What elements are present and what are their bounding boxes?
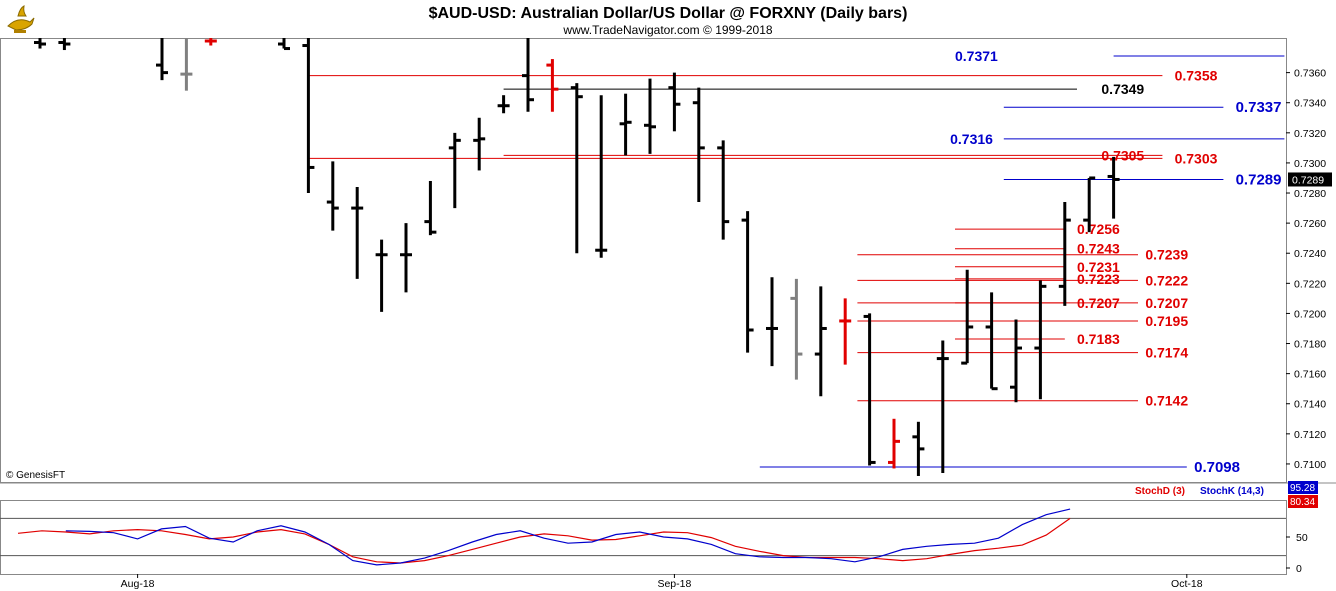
ohlc-bar xyxy=(375,239,388,312)
level-label: 0.7243 xyxy=(1077,241,1120,257)
price-tick-label: 0.7200 xyxy=(1294,308,1326,320)
ohlc-bar xyxy=(619,93,632,156)
ohlc-bar xyxy=(424,180,437,236)
ohlc-bar xyxy=(302,38,315,194)
price-tick-label: 0.7340 xyxy=(1294,98,1326,110)
level-label: 0.7098 xyxy=(1194,459,1240,476)
price-tick-label: 0.7320 xyxy=(1294,128,1326,140)
ohlc-bar xyxy=(790,278,803,380)
ohlc-bar xyxy=(1058,202,1071,306)
ohlc-bar xyxy=(1034,280,1047,400)
ohlc-bar xyxy=(888,418,900,469)
ohlc-bar xyxy=(936,340,949,473)
price-tick-label: 0.7360 xyxy=(1294,68,1326,80)
price-tick-label: 0.7180 xyxy=(1294,339,1326,351)
ohlc-bar xyxy=(400,223,412,293)
price-tick-label: 0.7300 xyxy=(1294,158,1326,170)
stoch-last-box xyxy=(1288,481,1318,494)
ohlc-bar xyxy=(912,421,925,476)
level-label: 0.7371 xyxy=(955,48,998,64)
ohlc-bar xyxy=(58,38,71,51)
ohlc-bar xyxy=(766,277,778,367)
level-label: 0.7349 xyxy=(1101,81,1144,97)
stoch-line-d xyxy=(17,517,1071,564)
ohlc-bar xyxy=(546,59,559,112)
level-label: 0.7305 xyxy=(1101,147,1144,163)
ohlc-bar xyxy=(34,38,46,49)
genie-lamp-icon xyxy=(7,5,35,33)
level-label: 0.7222 xyxy=(1145,272,1188,288)
ohlc-bar xyxy=(814,286,827,397)
stoch-legend-k: StochK (14,3) xyxy=(1200,486,1264,497)
stochastic-panel: 0 50 StochD (3) 80.34 StochK (14,3) 95.28 xyxy=(0,481,1318,575)
ohlc-bar xyxy=(204,38,217,46)
price-tick-label: 0.7280 xyxy=(1294,188,1326,200)
stoch-tick-label: 50 xyxy=(1296,532,1308,544)
ohlc-bar xyxy=(1107,156,1120,219)
ohlc-bar xyxy=(668,72,681,132)
ohlc-bar xyxy=(839,298,852,365)
stoch-last-value: 95.28 xyxy=(1290,483,1315,494)
stoch-legend-d: StochD (3) xyxy=(1135,486,1185,497)
level-label: 0.7316 xyxy=(950,131,993,147)
price-axis: 0.7100 0.7120 0.7140 0.7160 0.7180 0.7200 0.72… xyxy=(1286,68,1332,471)
level-label: 0.7195 xyxy=(1145,313,1188,329)
ohlc-bar xyxy=(717,140,730,240)
level-label: 0.7183 xyxy=(1077,331,1120,347)
level-label: 0.7337 xyxy=(1236,99,1282,116)
price-tick-label: 0.7160 xyxy=(1294,369,1326,381)
credit-label: © GenesisFT xyxy=(6,470,65,481)
price-tick-label: 0.7100 xyxy=(1294,459,1326,471)
ohlc-bars xyxy=(34,38,1120,476)
ohlc-bar xyxy=(473,117,486,171)
level-label: 0.7256 xyxy=(1077,221,1120,237)
ohlc-bar xyxy=(278,38,290,51)
ohlc-bar xyxy=(522,38,534,112)
ohlc-bar xyxy=(156,38,168,81)
ohlc-bar xyxy=(863,313,876,466)
level-label: 0.7289 xyxy=(1236,171,1282,188)
ohlc-bar xyxy=(448,132,461,209)
chart-subtitle: www.TradeNavigator.com © 1999-2018 xyxy=(562,23,772,37)
date-tick-label: Sep-18 xyxy=(657,578,691,590)
level-label: 0.7223 xyxy=(1077,271,1120,287)
ohlc-bar xyxy=(351,187,364,279)
price-tick-label: 0.7120 xyxy=(1294,429,1326,441)
level-label: 0.7174 xyxy=(1145,345,1188,361)
ohlc-bar xyxy=(1010,319,1022,403)
ohlc-bar xyxy=(326,161,339,231)
price-tick-label: 0.7220 xyxy=(1294,278,1326,290)
ohlc-bar xyxy=(692,87,705,203)
price-tick-label: 0.7140 xyxy=(1294,399,1326,411)
ohlc-bar xyxy=(180,38,193,91)
last-price-box xyxy=(1288,172,1332,187)
stoch-line-k xyxy=(65,508,1071,566)
date-axis: Aug-18 Sep-18 Oct-18 xyxy=(121,574,1203,590)
last-price-label: 0.7289 xyxy=(1292,174,1324,186)
price-tick-label: 0.7240 xyxy=(1294,248,1326,260)
ohlc-bar xyxy=(961,269,974,365)
stoch-last-value: 80.34 xyxy=(1290,497,1315,508)
date-tick-label: Oct-18 xyxy=(1171,578,1203,590)
ohlc-bar xyxy=(644,78,656,154)
header: $AUD-USD: Australian Dollar/US Dollar @ … xyxy=(429,5,908,37)
stoch-tick-label: 0 xyxy=(1296,563,1302,575)
ohlc-bar xyxy=(595,95,608,258)
date-tick-label: Aug-18 xyxy=(121,578,155,590)
level-label: 0.7358 xyxy=(1175,68,1218,84)
stoch-last-box xyxy=(1288,495,1318,508)
ohlc-bar xyxy=(497,95,510,114)
level-label: 0.7142 xyxy=(1145,393,1188,409)
chart-title: $AUD-USD: Australian Dollar/US Dollar @ … xyxy=(429,5,908,22)
level-label: 0.7303 xyxy=(1175,150,1218,166)
level-label: 0.7207 xyxy=(1145,295,1188,311)
price-tick-label: 0.7260 xyxy=(1294,218,1326,230)
ohlc-bar xyxy=(741,211,754,353)
ohlc-bar xyxy=(985,292,998,391)
level-label: 0.7239 xyxy=(1145,247,1188,263)
level-label: 0.7231 xyxy=(1077,259,1120,275)
ohlc-bar xyxy=(1083,176,1096,233)
ohlc-bar xyxy=(570,83,583,254)
